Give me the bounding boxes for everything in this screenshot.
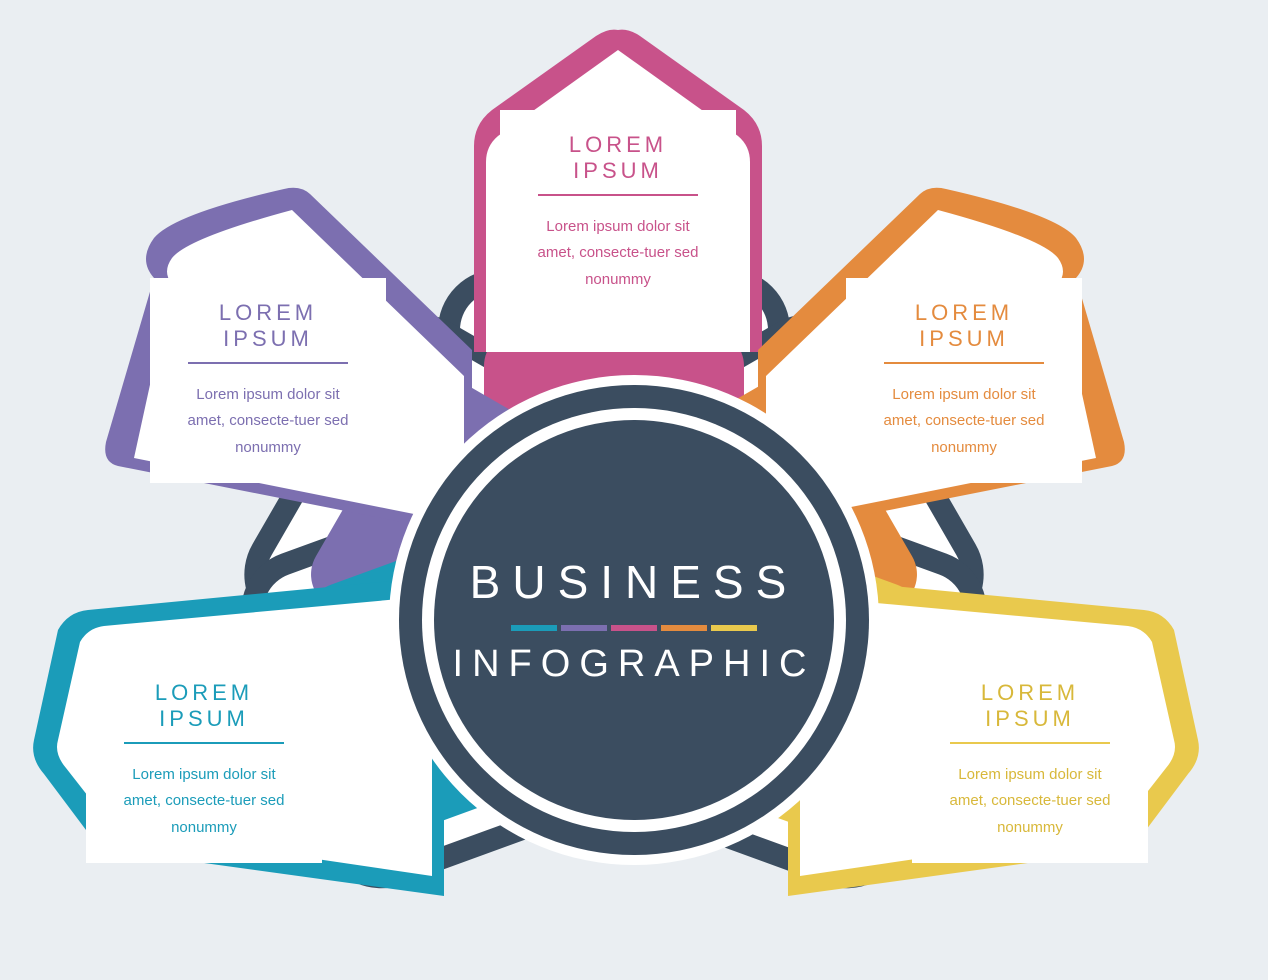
hub-circle: BUSINESS INFOGRAPHIC: [434, 420, 834, 820]
petal-bottomleft-underline: [124, 742, 284, 744]
stripe-1: [511, 625, 557, 631]
petal-top-body: Lorem ipsum dolor sit amet, consecte-tue…: [526, 214, 710, 293]
petal-topright-body: Lorem ipsum dolor sit amet, consecte-tue…: [872, 382, 1056, 461]
petal-top-title: LOREM IPSUM: [526, 132, 710, 184]
hub-stripes: [511, 625, 757, 631]
stripe-2: [561, 625, 607, 631]
petal-topleft-title: LOREM IPSUM: [176, 300, 360, 352]
petal-bottomleft-title: LOREM IPSUM: [112, 680, 296, 732]
petal-topleft-underline: [188, 362, 348, 364]
petal-topright-card: LOREM IPSUM Lorem ipsum dolor sit amet, …: [846, 278, 1082, 483]
petal-bottomright-underline: [950, 742, 1110, 744]
stripe-5: [711, 625, 757, 631]
petal-topright-underline: [884, 362, 1044, 364]
petal-bottomright-body: Lorem ipsum dolor sit amet, consecte-tue…: [938, 762, 1122, 841]
petal-topleft-body: Lorem ipsum dolor sit amet, consecte-tue…: [176, 382, 360, 461]
petal-top-card: LOREM IPSUM Lorem ipsum dolor sit amet, …: [500, 110, 736, 315]
petal-bottomright-title: LOREM IPSUM: [938, 680, 1122, 732]
petal-top-underline: [538, 194, 698, 196]
petal-topleft-card: LOREM IPSUM Lorem ipsum dolor sit amet, …: [150, 278, 386, 483]
infographic-canvas: { "canvas": { "width": 1268, "height": 9…: [0, 0, 1268, 980]
stripe-4: [661, 625, 707, 631]
petal-bottomleft-body: Lorem ipsum dolor sit amet, consecte-tue…: [112, 762, 296, 841]
hub-subtitle: INFOGRAPHIC: [453, 643, 816, 686]
hub-title: BUSINESS: [470, 555, 799, 609]
petal-bottomleft-card: LOREM IPSUM Lorem ipsum dolor sit amet, …: [86, 658, 322, 863]
petal-bottomright-card: LOREM IPSUM Lorem ipsum dolor sit amet, …: [912, 658, 1148, 863]
petal-topright-title: LOREM IPSUM: [872, 300, 1056, 352]
stripe-3: [611, 625, 657, 631]
